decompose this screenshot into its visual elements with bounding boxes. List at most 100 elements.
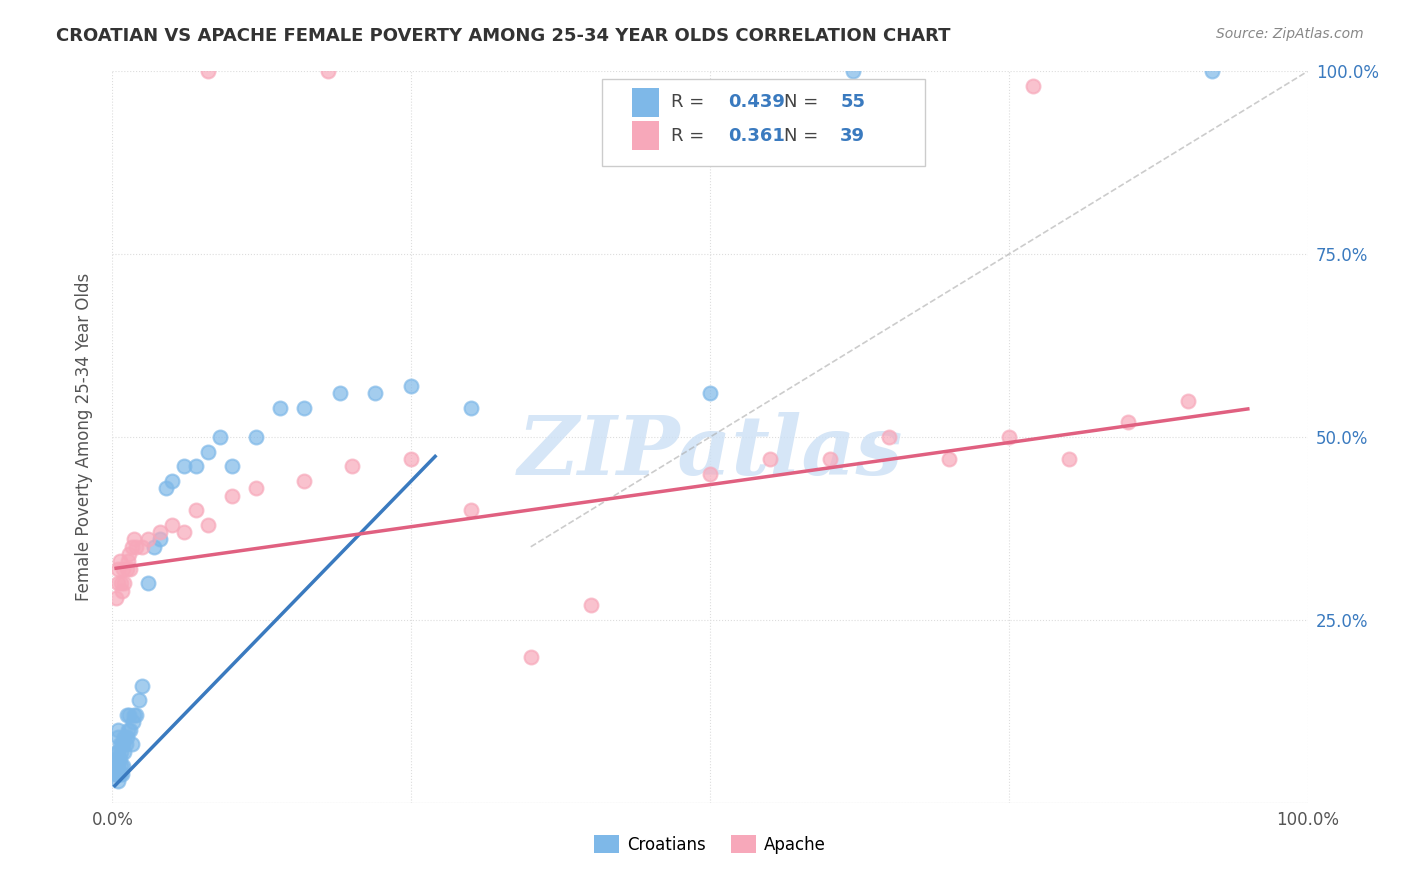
Point [401,452,423,467]
Point [329,386,352,401]
Point [138,576,160,591]
Point [269,401,291,415]
Text: 39: 39 [841,127,865,145]
Text: 0.361: 0.361 [728,127,785,145]
Point [111,583,134,598]
Point [107,730,129,744]
Text: N =: N = [785,127,824,145]
Point [155,481,177,495]
Point [121,715,143,730]
Point [105,745,128,759]
Point [125,708,148,723]
Point [105,759,128,773]
Point [114,730,135,744]
Point [112,737,135,751]
Point [143,540,166,554]
Point [197,517,219,532]
Point [197,64,219,78]
Point [520,649,543,664]
Point [118,708,141,723]
Point [120,723,142,737]
Y-axis label: Female Poverty Among 25-34 Year Olds: Female Poverty Among 25-34 Year Olds [75,273,93,601]
Point [131,540,153,554]
Point [162,517,183,532]
Point [842,64,865,78]
Point [1057,452,1080,467]
Point [118,547,141,561]
Point [128,693,150,707]
Point [110,759,132,773]
Point [112,562,135,576]
Point [107,723,129,737]
Text: 0.439: 0.439 [728,94,785,112]
Text: 55: 55 [841,94,865,112]
Point [1022,78,1045,93]
Point [579,599,602,613]
Point [221,459,243,474]
Point [107,766,129,780]
Point [879,430,901,444]
Point [110,745,132,759]
Text: R =: R = [671,94,710,112]
Point [107,745,129,759]
Legend: Croatians, Apache: Croatians, Apache [588,829,832,860]
Point [173,459,195,474]
Text: Source: ZipAtlas.com: Source: ZipAtlas.com [1216,27,1364,41]
Point [292,401,315,415]
Point [699,386,721,401]
Point [209,430,232,444]
Text: N =: N = [785,94,824,112]
Point [149,525,172,540]
Point [364,386,387,401]
Point [107,576,129,591]
Point [292,474,315,488]
Point [107,752,129,766]
Point [105,591,128,605]
Point [1201,64,1223,78]
Point [111,766,134,780]
Point [120,562,142,576]
Point [110,576,132,591]
Point [108,737,131,751]
Point [221,489,243,503]
Point [186,459,208,474]
Point [138,533,160,547]
Point [117,554,139,568]
Point [114,745,135,759]
Point [114,737,136,751]
Text: ZIPatlas: ZIPatlas [517,412,903,491]
Bar [633,87,658,117]
Point [114,576,135,591]
Point [245,430,267,444]
Point [162,474,183,488]
Point [131,679,153,693]
Bar [633,121,658,151]
Point [108,554,131,568]
Point [122,708,145,723]
Point [107,759,129,773]
Point [699,467,721,481]
Point [818,452,841,467]
Point [107,562,129,576]
Point [115,730,138,744]
Point [1177,393,1199,408]
Point [105,766,128,780]
Point [340,459,363,474]
Point [115,562,138,576]
Point [460,401,482,415]
Point [121,540,143,554]
Point [149,533,172,547]
Point [104,766,127,780]
Point [112,759,135,773]
Point [122,533,145,547]
Point [1118,416,1140,430]
Point [108,752,131,766]
Point [316,64,339,78]
Point [107,773,129,788]
Point [105,759,128,773]
Point [105,752,128,766]
Point [998,430,1021,444]
Point [125,540,148,554]
Point [197,444,219,458]
Point [117,723,139,737]
